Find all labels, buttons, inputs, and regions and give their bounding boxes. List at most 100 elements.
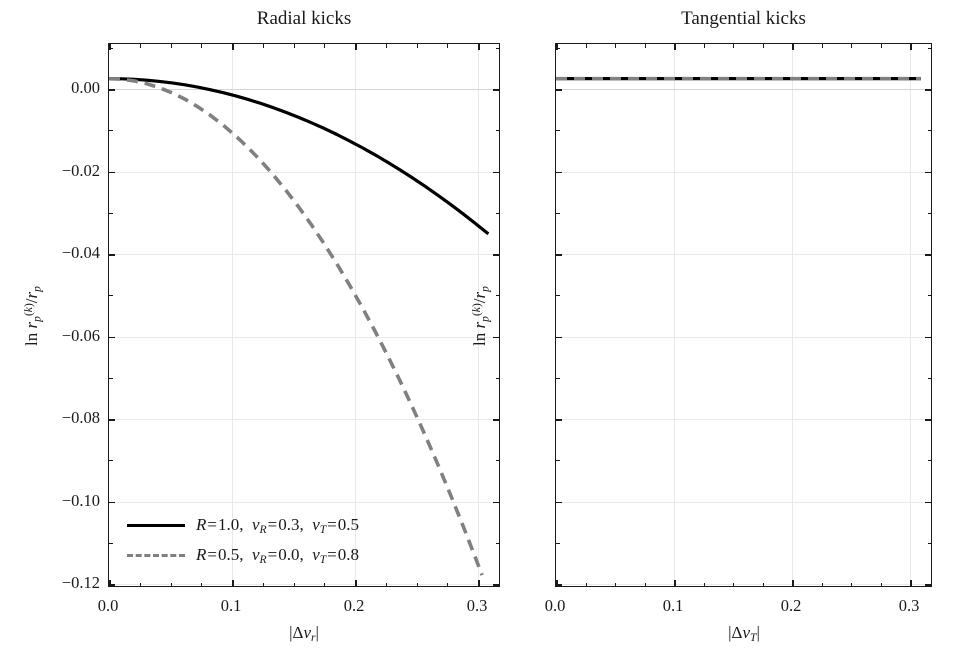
ytick-minor-tangential-r0 (927, 47, 931, 49)
gridline-v-tangential-3 (910, 44, 911, 586)
ytick-minor-tangential-2 (556, 212, 560, 214)
xtick-major-radial-b0 (109, 580, 111, 586)
xtick-minor-tangential-17 (880, 582, 882, 586)
x-ticklabel-tangential-0: 0.0 (544, 596, 566, 615)
ytick-major-radial-r6 (493, 584, 499, 586)
legend-item-1[interactable]: R=0.5, vR=0.0, vT=0.8 (127, 545, 359, 566)
ytick-minor-radial-r0 (495, 47, 499, 49)
xtick-minor-radial-6 (385, 44, 387, 48)
ytick-major-tangential-1 (556, 171, 562, 173)
xtick-major-radial-2 (355, 44, 357, 50)
ytick-minor-radial-r5 (495, 460, 499, 462)
xtick-minor-tangential-2 (644, 44, 646, 48)
gridline-h-radial-1 (109, 171, 499, 173)
gridline-h-radial-3 (109, 336, 499, 338)
panel-title-radial: Radial kicks (256, 8, 352, 29)
xtick-minor-radial-13 (293, 582, 295, 586)
ytick-major-tangential-r1 (925, 171, 931, 173)
xtick-minor-radial-5 (324, 44, 326, 48)
ytick-major-tangential-5 (556, 501, 562, 503)
ytick-major-tangential-r4 (925, 419, 931, 421)
ytick-minor-tangential-3 (556, 295, 560, 297)
xtick-minor-radial-1 (170, 44, 172, 48)
ytick-major-radial-4 (109, 419, 115, 421)
y-ticklabel-radial-1: −0.02 (61, 160, 100, 180)
ytick-minor-radial-1 (109, 130, 113, 132)
xtick-minor-radial-4 (293, 44, 295, 48)
ytick-major-tangential-4 (556, 419, 562, 421)
xtick-minor-tangential-11 (644, 582, 646, 586)
ytick-minor-radial-6 (109, 542, 113, 544)
ytick-major-radial-r5 (493, 501, 499, 503)
xtick-major-tangential-1 (674, 44, 676, 50)
y-ticklabel-radial-0: 0.00 (71, 78, 100, 97)
xtick-minor-radial-7 (416, 44, 418, 48)
plot-area-radial: R=1.0, vR=0.3, vT=0.5 R=0.5, vR=0.0, vT=… (108, 43, 500, 587)
ytick-major-tangential-r6 (925, 584, 931, 586)
legend-swatch-solid (127, 523, 185, 527)
xtick-minor-tangential-14 (762, 582, 764, 586)
ytick-major-tangential-r2 (925, 254, 931, 256)
ytick-minor-tangential-r6 (927, 542, 931, 544)
xtick-major-radial-b1 (232, 580, 234, 586)
xtick-minor-tangential-12 (703, 582, 705, 586)
xtick-minor-tangential-13 (733, 582, 734, 586)
x-axis-label-tangential: |ΔvT| (728, 623, 760, 645)
ytick-minor-radial-2 (109, 212, 113, 214)
ytick-minor-tangential-r1 (927, 130, 931, 132)
ytick-minor-radial-3 (109, 295, 113, 297)
curves-radial (109, 76, 490, 576)
ytick-minor-tangential-1 (556, 130, 560, 132)
xtick-major-tangential-b3 (910, 580, 912, 586)
gridline-h-tangential-0 (556, 89, 931, 90)
ytick-major-radial-r3 (493, 336, 499, 338)
ytick-minor-tangential-r3 (927, 295, 931, 297)
xtick-major-radial-b2 (355, 580, 357, 586)
xtick-minor-radial-15 (385, 582, 387, 586)
xtick-minor-tangential-7 (851, 44, 852, 48)
gridline-h-tangential-5 (556, 501, 931, 503)
panel-title-tangential: Tangential kicks (681, 8, 806, 29)
ytick-major-radial-1 (109, 171, 115, 173)
x-ticklabel-tangential-3: 0.3 (898, 596, 920, 615)
ytick-major-tangential-r5 (925, 501, 931, 503)
xtick-minor-radial-0 (139, 44, 141, 48)
gridline-v-tangential-1 (674, 44, 675, 586)
ytick-major-radial-3 (109, 336, 115, 338)
xtick-minor-radial-14 (324, 582, 326, 586)
xtick-minor-radial-2 (201, 44, 203, 48)
ytick-major-radial-r1 (493, 171, 499, 173)
ytick-minor-radial-5 (109, 460, 113, 462)
x-ticklabel-radial-0: 0.0 (97, 596, 119, 615)
xtick-minor-radial-8 (447, 44, 449, 48)
gridline-h-radial-0 (109, 89, 499, 90)
ytick-minor-tangential-r4 (927, 377, 931, 379)
gridline-h-radial-2 (109, 254, 499, 255)
ytick-minor-radial-r3 (495, 295, 499, 297)
y-ticklabel-radial-3: −0.06 (61, 325, 100, 345)
curve-radial-kicks-1 (109, 76, 484, 576)
x-ticklabel-radial-1: 0.1 (220, 596, 242, 615)
xtick-major-radial-1 (232, 44, 234, 50)
xtick-minor-radial-16 (416, 582, 418, 586)
ytick-minor-tangential-r2 (927, 212, 931, 214)
x-ticklabel-tangential-2: 0.2 (780, 596, 802, 615)
xtick-minor-tangential-0 (585, 44, 587, 48)
legend-label-1: R=0.5, vR=0.0, vT=0.8 (196, 544, 359, 566)
xtick-major-tangential-b1 (674, 580, 676, 586)
legend-item-0[interactable]: R=1.0, vR=0.3, vT=0.5 (127, 515, 359, 536)
panel-radial-kicks: Radial kicks ln rp(k)/rp 0.00 −0.02 −0.0… (22, 8, 500, 644)
xtick-major-radial-b3 (478, 580, 480, 586)
gridline-h-radial-4 (109, 419, 499, 420)
xtick-minor-tangential-3 (703, 44, 705, 48)
ytick-minor-radial-r4 (495, 377, 499, 379)
xtick-minor-tangential-4 (733, 44, 734, 48)
xtick-major-radial-3 (478, 44, 480, 50)
gridline-v-radial-3 (478, 44, 479, 586)
xtick-minor-radial-12 (262, 582, 264, 586)
xtick-major-tangential-b2 (792, 580, 794, 586)
ytick-minor-tangential-4 (556, 377, 560, 379)
gridline-h-tangential-1 (556, 171, 931, 173)
